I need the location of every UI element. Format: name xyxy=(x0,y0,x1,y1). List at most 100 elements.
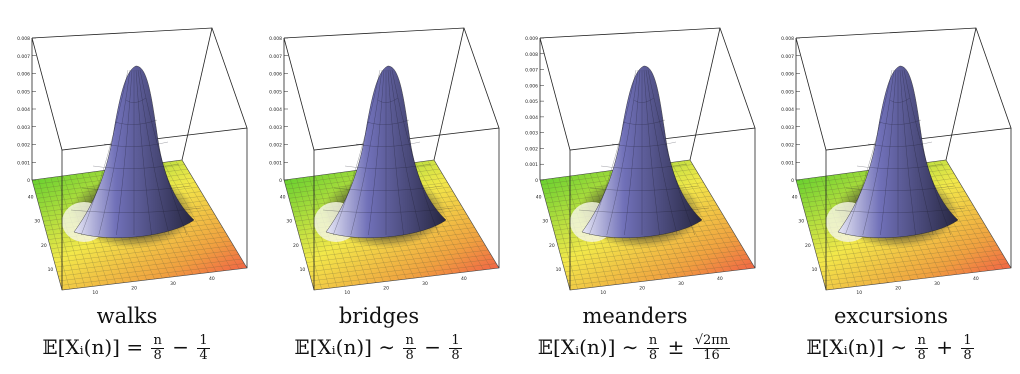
panel-meanders: 0.009 0.008 0.007 0.006 0.005 0.004 0.003 0.002… xyxy=(510,0,760,374)
z-tick-label: 0.004 xyxy=(17,107,30,113)
z-tick-label: 0 xyxy=(791,178,794,184)
z-tick-label: 0.007 xyxy=(781,54,794,60)
z-tick-label: 0 xyxy=(27,178,30,184)
y-tick-label: 10 xyxy=(300,267,306,273)
x-tick-label: 40 xyxy=(973,276,979,282)
bounding-box-front xyxy=(569,128,756,290)
x-tick-label: 20 xyxy=(639,285,645,291)
z-tick-label: 0.003 xyxy=(525,131,538,137)
y-tick-label: 30 xyxy=(798,219,804,225)
z-tick-label: 0.003 xyxy=(781,125,794,131)
x-tick-label: 10 xyxy=(856,290,862,296)
surface-plot: 0.008 0.007 0.006 0.005 0.004 0.003 0.002 0.001… xyxy=(17,27,248,296)
y-tick-label: 40 xyxy=(536,195,542,201)
x-tick-label: 30 xyxy=(422,281,428,287)
y-tick-label: 10 xyxy=(48,267,54,273)
z-tick-label: 0.003 xyxy=(17,125,30,131)
y-tick-label: 40 xyxy=(792,195,798,201)
formula-operator: + xyxy=(929,335,960,359)
z-tick-label: 0.002 xyxy=(269,143,282,149)
peak-mesh xyxy=(578,69,710,236)
formula-lhs: 𝔼[Xᵢ(n)] xyxy=(806,335,884,359)
z-tick-label: 0.006 xyxy=(17,72,30,78)
z-tick-label: 0.007 xyxy=(269,54,282,60)
formula-lhs: 𝔼[Xᵢ(n)] xyxy=(42,335,120,359)
z-tick-label: 0.002 xyxy=(781,143,794,149)
x-tick-label: 30 xyxy=(934,281,940,287)
z-tick-label: 0.005 xyxy=(781,89,794,95)
z-tick-label: 0.001 xyxy=(269,160,282,166)
bounding-box-front xyxy=(825,128,1012,290)
x-tick-label: 40 xyxy=(717,276,723,282)
x-tick-label: 10 xyxy=(344,290,350,296)
panel-walks: 0.008 0.007 0.006 0.005 0.004 0.003 0.002 0.001… xyxy=(2,0,252,374)
z-tick-label: 0.006 xyxy=(525,83,538,89)
z-tick-label: 0.004 xyxy=(269,107,282,113)
y-tick-label: 40 xyxy=(28,195,34,201)
z-tick-label: 0.004 xyxy=(781,107,794,113)
z-tick-label: 0.003 xyxy=(269,125,282,131)
z-tick-label: 0.001 xyxy=(17,160,30,166)
z-tick-label: 0.008 xyxy=(781,36,794,42)
formula-operator: − xyxy=(417,335,448,359)
y-tick-label: 10 xyxy=(812,267,818,273)
z-tick-label: 0.002 xyxy=(17,143,30,149)
z-tick-label: 0.002 xyxy=(525,146,538,152)
z-tick-label: 0.005 xyxy=(525,99,538,105)
x-tick-label: 20 xyxy=(895,285,901,291)
y-tick-label: 20 xyxy=(805,243,811,249)
peak-mesh xyxy=(70,69,202,236)
x-tick-label: 10 xyxy=(92,290,98,296)
panel-title: meanders xyxy=(582,304,688,328)
y-tick-label: 20 xyxy=(549,243,555,249)
z-tick-label: 0.004 xyxy=(525,115,538,121)
formula-relation: ∼ xyxy=(615,335,645,359)
bounding-box-front xyxy=(61,128,248,290)
y-tick-label: 40 xyxy=(280,195,286,201)
formula-relation: ∼ xyxy=(371,335,402,359)
z-tick-label: 0 xyxy=(535,178,538,184)
x-tick-label: 40 xyxy=(209,276,215,282)
panel-title: bridges xyxy=(338,304,420,328)
y-tick-label: 20 xyxy=(41,243,47,249)
formula-lhs: 𝔼[Xᵢ(n)] xyxy=(294,335,372,359)
z-tick-label: 0.006 xyxy=(781,72,794,78)
z-tick-label: 0.007 xyxy=(17,54,30,60)
z-tick-label: 0 xyxy=(279,178,282,184)
formula-operator: ± xyxy=(661,335,691,359)
x-tick-label: 20 xyxy=(131,285,137,291)
z-tick-label: 0.005 xyxy=(17,89,30,95)
z-tick-label: 0.008 xyxy=(525,52,538,58)
surface-plot: 0.008 0.007 0.006 0.005 0.004 0.003 0.002 0.001… xyxy=(269,27,500,296)
formula-relation: ∼ xyxy=(883,335,914,359)
formula-fraction-correction: √2πn 16 xyxy=(692,333,731,363)
peak-mesh xyxy=(322,69,454,236)
x-tick-label: 30 xyxy=(170,281,176,287)
surface-plot: 0.009 0.008 0.007 0.006 0.005 0.004 0.003 0.002… xyxy=(525,27,756,296)
z-tick-label: 0.008 xyxy=(269,36,282,42)
y-tick-label: 30 xyxy=(34,219,40,225)
z-tick-label: 0.001 xyxy=(781,160,794,166)
z-tick-label: 0.006 xyxy=(269,72,282,78)
panel-excursions: 0.008 0.007 0.006 0.005 0.004 0.003 0.002 0.001… xyxy=(766,0,1016,374)
z-tick-label: 0.008 xyxy=(17,36,30,42)
z-tick-label: 0.007 xyxy=(525,68,538,74)
y-tick-label: 30 xyxy=(542,219,548,225)
panel-title: walks xyxy=(96,304,158,328)
x-tick-label: 40 xyxy=(461,276,467,282)
peak-mesh xyxy=(834,69,966,236)
x-tick-label: 20 xyxy=(383,285,389,291)
y-tick-label: 10 xyxy=(556,267,562,273)
x-tick-label: 10 xyxy=(600,290,606,296)
formula-lhs: 𝔼[Xᵢ(n)] xyxy=(537,335,616,359)
